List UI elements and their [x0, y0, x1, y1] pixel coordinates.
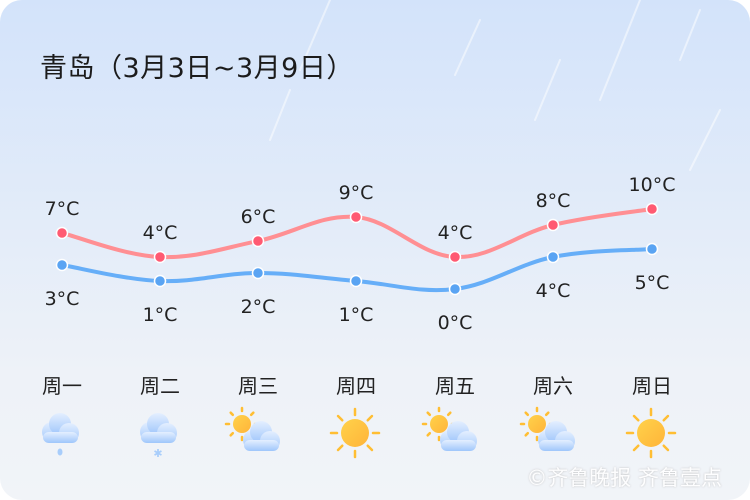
low-temp-point	[55, 258, 69, 272]
sun-ray	[426, 411, 432, 417]
sun-body	[341, 419, 369, 447]
low-temp-label: 1°C	[143, 304, 178, 326]
high-temp-point	[55, 226, 69, 240]
high-temp-label: 10°C	[629, 174, 676, 196]
low-temp-point	[645, 242, 659, 256]
low-temp-point	[349, 274, 363, 288]
rain-streak	[269, 89, 291, 141]
sun-ray	[426, 431, 432, 437]
partly-cloudy-icon	[224, 406, 280, 451]
sun-ray	[662, 444, 670, 452]
sun-ray	[336, 444, 344, 452]
sun-ray	[524, 411, 530, 417]
sun-body	[528, 415, 546, 433]
day-label: 周三	[238, 374, 278, 398]
high-temp-label: 8°C	[536, 190, 571, 212]
snowflake: ✱	[153, 447, 162, 460]
high-temp-label: 7°C	[45, 198, 80, 220]
rain-streak	[689, 109, 721, 171]
sun-ray	[229, 411, 235, 417]
day-label: 周五	[435, 374, 475, 398]
high-temp-point	[546, 218, 560, 232]
low-temp-point	[251, 266, 265, 280]
cloud-part	[441, 440, 476, 451]
partly-cloudy-icon	[519, 406, 575, 451]
rain-streak	[534, 59, 561, 121]
low-temp-label: 3°C	[45, 288, 80, 310]
day-label: 周一	[42, 374, 82, 398]
high-temp-point	[251, 234, 265, 248]
sun-ray	[662, 414, 670, 422]
day-label: 周二	[140, 374, 180, 398]
day-label: 周日	[632, 374, 672, 398]
low-temp-label: 5°C	[635, 272, 670, 294]
sun-ray	[366, 414, 374, 422]
sun-ray	[544, 411, 550, 417]
rain-streak	[299, 0, 331, 71]
partly-cloudy-icon	[421, 406, 477, 451]
high-temp-point	[448, 250, 462, 264]
sun-body	[430, 415, 448, 433]
low-temp-label: 1°C	[339, 304, 374, 326]
sun-ray	[336, 414, 344, 422]
snow-icon: ✱	[140, 413, 177, 460]
cloud-part	[43, 432, 78, 443]
cloud-part	[141, 432, 176, 443]
rain-streak	[679, 9, 701, 61]
sunny-icon	[625, 407, 677, 459]
day-label: 周六	[533, 374, 573, 398]
high-temp-label: 6°C	[241, 206, 276, 228]
rain-streak	[454, 19, 481, 76]
sun-body	[233, 415, 251, 433]
day-label: 周四	[336, 374, 376, 398]
high-temp-label: 4°C	[438, 222, 473, 244]
watermark: ©齐鲁晚报 齐鲁壹点	[526, 466, 722, 490]
cloud-part	[244, 440, 279, 451]
sunny-icon	[329, 407, 381, 459]
sun-ray	[524, 431, 530, 437]
sun-ray	[229, 431, 235, 437]
sun-ray	[632, 444, 640, 452]
sun-ray	[366, 444, 374, 452]
high-temp-point	[349, 210, 363, 224]
cloud-part	[539, 440, 574, 451]
high-temp-point	[645, 202, 659, 216]
high-temp-label: 9°C	[339, 182, 374, 204]
low-temp-label: 0°C	[438, 312, 473, 334]
sun-ray	[446, 411, 452, 417]
low-temp-point	[448, 282, 462, 296]
page-title: 青岛（3月3日~3月9日）	[40, 53, 354, 84]
rain-icon	[42, 413, 79, 456]
sun-ray	[632, 414, 640, 422]
low-temp-label: 2°C	[241, 296, 276, 318]
sun-body	[637, 419, 665, 447]
low-temp-label: 4°C	[536, 280, 571, 302]
high-temp-label: 4°C	[143, 222, 178, 244]
high-temp-point	[153, 250, 167, 264]
rain-streak	[599, 0, 641, 101]
raindrop	[57, 448, 63, 456]
sun-ray	[249, 411, 255, 417]
low-temp-point	[546, 250, 560, 264]
low-temp-point	[153, 274, 167, 288]
